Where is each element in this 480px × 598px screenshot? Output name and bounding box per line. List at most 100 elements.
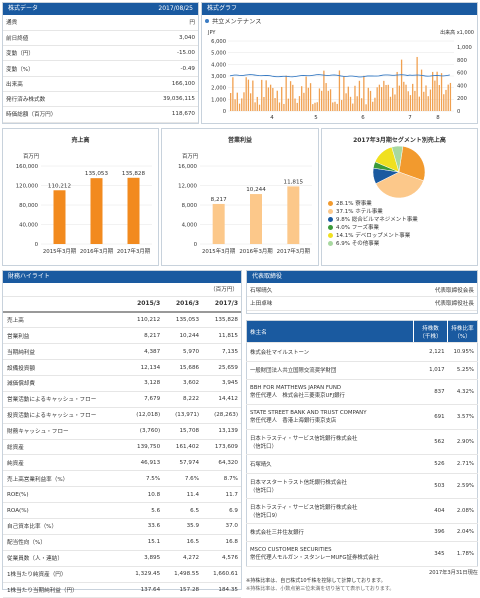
- shareholder-row: 日本マスタートラスト信託銀行株式会社 （信託口） 503 2.59%: [246, 473, 478, 499]
- volume-bar: [303, 92, 305, 111]
- stock-data-row: 時価総額（百万円） 118,670: [3, 106, 198, 123]
- volume-bar: [305, 76, 307, 111]
- financials-row: 設備投資額 12,134 15,686 25,659: [3, 359, 241, 376]
- financials-table: （百万円） 2015/3 2016/3 2017/3 売上高 110,212 135,053…: [3, 283, 241, 598]
- volume-bar: [238, 103, 241, 111]
- bar: [53, 190, 66, 244]
- financials-value: (13,971): [163, 407, 203, 424]
- shareholder-ratio: 2.90%: [447, 429, 478, 455]
- financials-unit: （百万円）: [3, 283, 241, 297]
- financials-row: 純資産 46,913 57,974 64,320: [3, 454, 241, 472]
- shareholder-name-cell: 株式会社マイルストーン: [246, 342, 414, 362]
- volume-bar: [241, 98, 243, 111]
- stock-data-value: 39,036,115: [119, 91, 198, 108]
- shareholder-name-cell: 株式会社三井住友銀行: [246, 523, 414, 542]
- financials-value: (28,263): [202, 407, 241, 424]
- stock-data-label: 変動（%）: [3, 60, 120, 77]
- legend-swatch: [328, 209, 333, 214]
- volume-bar: [416, 56, 418, 111]
- financials-label: 1株当たり純資産（円）: [3, 566, 125, 583]
- volume-bar: [343, 76, 345, 111]
- volume-bar: [400, 59, 403, 111]
- shareholder-ratio: 2.71%: [447, 454, 478, 474]
- stock-data-value: -15.00: [119, 45, 198, 62]
- financials-value: 6.9: [202, 502, 241, 519]
- shareholder-name: 一般財団法人共立国際交流奨学財団: [250, 368, 337, 375]
- financials-column-header: 2016/3: [163, 296, 203, 313]
- financials-label: ROE(%): [3, 486, 125, 504]
- volume-bar: [378, 84, 381, 111]
- financials-value: 137.64: [124, 582, 164, 598]
- shareholder-ratio: 2.08%: [447, 498, 478, 524]
- financials-value: 7,135: [202, 343, 241, 361]
- stock-data-label: 変動（円）: [3, 45, 120, 62]
- bar-value-label: 135,053: [85, 171, 109, 177]
- legend-item: 14.1% デベロップメント事業: [322, 232, 477, 240]
- volume-bar: [443, 94, 445, 111]
- shareholder-shares: 1,017: [413, 361, 448, 380]
- shareholder-ratio: 3.57%: [447, 404, 478, 430]
- financials-value: 3,602: [163, 375, 203, 392]
- stock-data-label: 発行済み株式数: [3, 91, 120, 108]
- volume-bar: [298, 96, 301, 111]
- volume-bar: [387, 84, 389, 111]
- shareholder-shares: 526: [413, 454, 448, 474]
- volume-bar: [296, 102, 298, 111]
- col-shares-header: 持株数（千株）: [413, 320, 448, 343]
- volume-bar: [365, 104, 367, 111]
- financials-column-header: 2015/3: [124, 296, 164, 313]
- volume-bar: [309, 83, 312, 111]
- volume-bar: [236, 92, 238, 111]
- x-category: 2015年3月期: [202, 247, 235, 255]
- series-label: 共立メンテナンス: [212, 18, 261, 26]
- price-unit: JPY: [207, 30, 216, 36]
- financials-label: 売上高: [3, 311, 125, 329]
- volume-bar: [234, 99, 236, 111]
- y-tick: 0: [194, 242, 198, 248]
- volume-bar: [432, 71, 434, 111]
- stock-data-value: 166,100: [119, 76, 198, 92]
- stock-graph[interactable]: 共立メンテナンス JPY 出来高 x1,000 6,000 5,000 4,000 3,00…: [202, 15, 477, 123]
- financials-value: 173,609: [202, 439, 241, 456]
- volume-bar: [392, 87, 394, 111]
- volume-bar: [412, 83, 414, 111]
- shareholder-name: BBH FOR MATTHEWS JAPAN FUND: [250, 385, 342, 391]
- volume-bar: [418, 96, 420, 111]
- financials-value: 12,134: [124, 359, 164, 376]
- price-line: [229, 74, 450, 78]
- volume-bar: [445, 89, 447, 111]
- volume-bar: [285, 75, 287, 111]
- financials-value: 3,945: [202, 375, 241, 392]
- col-ratio-header: 持株比率（%）: [447, 320, 478, 343]
- volume-bar: [403, 81, 405, 111]
- shareholder-ratio: 2.59%: [447, 473, 478, 499]
- bar-value-label: 110,212: [48, 183, 71, 189]
- volume-bar: [261, 79, 263, 111]
- volume-bar: [338, 70, 341, 111]
- volume-bar: [252, 80, 254, 111]
- y-tick: 80,000: [19, 203, 38, 209]
- financials-value: 1,498.55: [163, 566, 203, 583]
- legend-label: 37.1% ホテル事業: [336, 209, 383, 215]
- shareholder-shares: 503: [413, 473, 448, 499]
- financials-value: 4,576: [202, 550, 241, 567]
- volume-bar: [356, 96, 358, 111]
- volume-bar: [283, 103, 285, 111]
- volume-bar: [243, 92, 245, 111]
- volume-bar: [425, 85, 427, 111]
- stock-data-row: 変動（円） -15.00: [3, 45, 198, 62]
- shareholder-row: STATE STREET BANK AND TRUST COMPANY 常任代理人…: [246, 404, 478, 430]
- financials-header: 財務ハイライト: [3, 271, 241, 283]
- shareholder-name-cell: BBH FOR MATTHEWS JAPAN FUND 常任代理人 株式会社三菱東…: [246, 379, 414, 405]
- stock-data-row: 変動（%） -0.49: [3, 60, 198, 77]
- y-tick: 12,000: [178, 184, 197, 190]
- shareholder-shares: 562: [413, 429, 448, 455]
- x-category: 2016年3月期: [239, 247, 272, 255]
- shareholder-name: STATE STREET BANK AND TRUST COMPANY: [250, 410, 367, 416]
- volume-bar: [396, 71, 398, 111]
- financials-label: 純資産: [3, 454, 125, 472]
- financials-value: 1,329.45: [124, 566, 164, 583]
- shareholder-name-sub: （信託口）: [250, 444, 277, 450]
- legend-item: 9.8% 総合ビルマネジメント事業: [322, 216, 477, 224]
- shareholder-shares: 837: [413, 379, 448, 405]
